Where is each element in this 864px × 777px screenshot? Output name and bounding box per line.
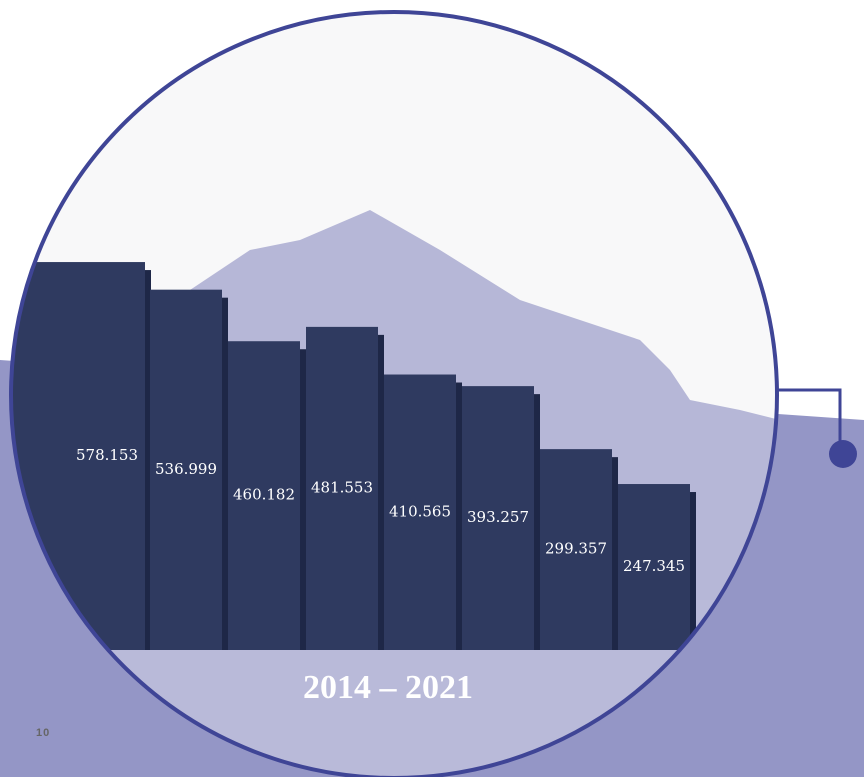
value-label: 393.257 (467, 508, 529, 526)
chart-title: 2014 – 2021 (303, 669, 473, 706)
connector-dot (829, 440, 857, 468)
bar-shadow (145, 270, 151, 650)
bar (306, 326, 378, 650)
bar-shadow (612, 457, 618, 650)
circle-frame (9, 10, 779, 777)
bar (462, 386, 534, 650)
bars: 578.153 536.999 460.182 481.553 410.565 393.2… (11, 262, 696, 650)
connector (778, 388, 842, 452)
bar-shadow (300, 349, 306, 650)
bar (228, 341, 300, 650)
bar (540, 449, 612, 650)
value-label: 299.357 (545, 540, 607, 558)
page-number: 10 (36, 727, 50, 739)
value-label: 536.999 (155, 460, 217, 478)
value-label: 460.182 (233, 486, 295, 504)
bar-shadow (222, 297, 228, 650)
bar-shadow (378, 334, 384, 650)
bar-shadow (534, 394, 540, 650)
bar (384, 374, 456, 650)
bar-shadow (456, 382, 462, 650)
value-label: 410.565 (389, 502, 451, 520)
value-label: 481.553 (311, 478, 373, 496)
value-label: 247.345 (623, 557, 685, 575)
value-label: 578.153 (76, 446, 138, 464)
bar-shadow (690, 492, 696, 650)
bar (618, 484, 690, 650)
bar (150, 289, 222, 650)
